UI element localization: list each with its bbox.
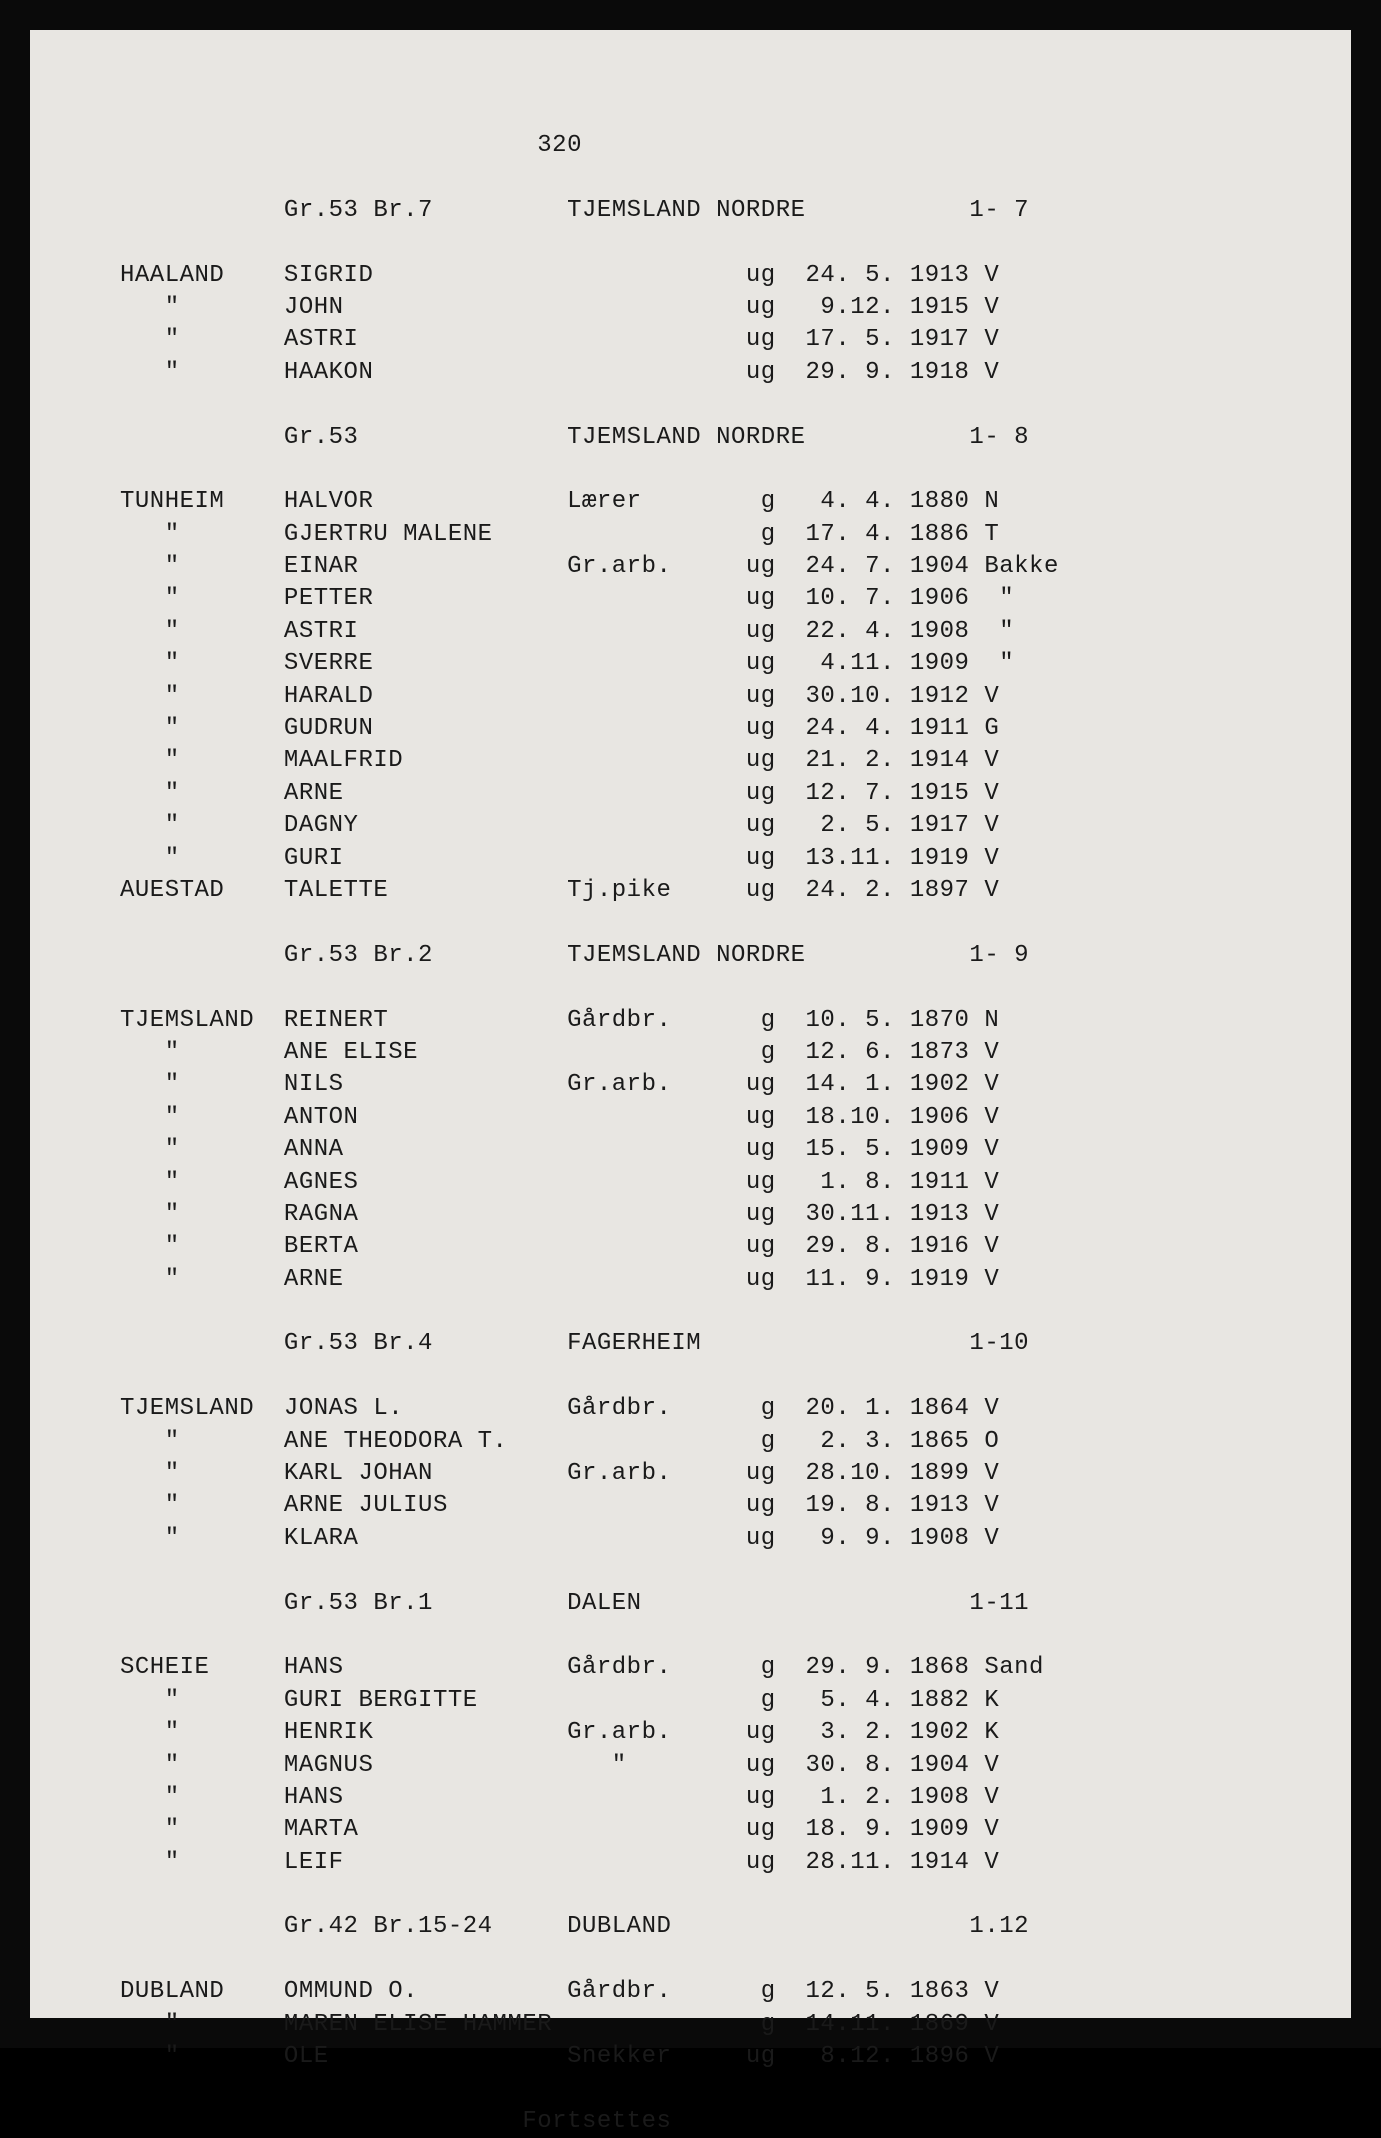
document-page: 320 Gr.53 Br.7 TJEMSLAND NORDRE 1- 7 HAA… — [0, 0, 1381, 2048]
text-line: " PETTER ug 10. 7. 1906 " — [120, 583, 1291, 615]
text-line: SCHEIE HANS Gårdbr. g 29. 9. 1868 Sand — [120, 1652, 1291, 1684]
text-line — [120, 1296, 1291, 1328]
text-line: DUBLAND OMMUND O. Gårdbr. g 12. 5. 1863 … — [120, 1976, 1291, 2008]
text-line: " SVERRE ug 4.11. 1909 " — [120, 648, 1291, 680]
text-line — [120, 1944, 1291, 1976]
text-line: Gr.42 Br.15-24 DUBLAND 1.12 — [120, 1911, 1291, 1943]
text-line: " MARTA ug 18. 9. 1909 V — [120, 1814, 1291, 1846]
text-line: " GURI BERGITTE g 5. 4. 1882 K — [120, 1685, 1291, 1717]
text-line — [120, 1620, 1291, 1652]
text-line: " HARALD ug 30.10. 1912 V — [120, 681, 1291, 713]
text-line — [120, 2073, 1291, 2105]
text-line: TUNHEIM HALVOR Lærer g 4. 4. 1880 N — [120, 486, 1291, 518]
text-line: " DAGNY ug 2. 5. 1917 V — [120, 810, 1291, 842]
text-line: " HAAKON ug 29. 9. 1918 V — [120, 357, 1291, 389]
text-line: Gr.53 TJEMSLAND NORDRE 1- 8 — [120, 422, 1291, 454]
text-line: " MAALFRID ug 21. 2. 1914 V — [120, 745, 1291, 777]
text-line: " JOHN ug 9.12. 1915 V — [120, 292, 1291, 324]
text-line: Gr.53 Br.7 TJEMSLAND NORDRE 1- 7 — [120, 195, 1291, 227]
text-line: " ARNE ug 12. 7. 1915 V — [120, 778, 1291, 810]
text-line: " ANE THEODORA T. g 2. 3. 1865 O — [120, 1426, 1291, 1458]
text-line: " ANNA ug 15. 5. 1909 V — [120, 1134, 1291, 1166]
text-line: 320 — [120, 130, 1291, 162]
text-line: " ANTON ug 18.10. 1906 V — [120, 1102, 1291, 1134]
text-line: " OLE Snekker ug 8.12. 1896 V — [120, 2041, 1291, 2073]
text-line: " AGNES ug 1. 8. 1911 V — [120, 1167, 1291, 1199]
text-line: TJEMSLAND JONAS L. Gårdbr. g 20. 1. 1864… — [120, 1393, 1291, 1425]
text-line: " RAGNA ug 30.11. 1913 V — [120, 1199, 1291, 1231]
text-line: TJEMSLAND REINERT Gårdbr. g 10. 5. 1870 … — [120, 1005, 1291, 1037]
text-line: " HENRIK Gr.arb. ug 3. 2. 1902 K — [120, 1717, 1291, 1749]
text-line: Fortsettes — [120, 2106, 1291, 2138]
text-line — [120, 227, 1291, 259]
text-line — [120, 389, 1291, 421]
text-line — [120, 162, 1291, 194]
text-line: HAALAND SIGRID ug 24. 5. 1913 V — [120, 260, 1291, 292]
text-line — [120, 972, 1291, 1004]
text-line — [120, 1879, 1291, 1911]
text-line: " HANS ug 1. 2. 1908 V — [120, 1782, 1291, 1814]
text-line: " ANE ELISE g 12. 6. 1873 V — [120, 1037, 1291, 1069]
text-line: AUESTAD TALETTE Tj.pike ug 24. 2. 1897 V — [120, 875, 1291, 907]
text-line: " GURI ug 13.11. 1919 V — [120, 843, 1291, 875]
text-line: " ASTRI ug 17. 5. 1917 V — [120, 324, 1291, 356]
text-line — [120, 454, 1291, 486]
text-line: " LEIF ug 28.11. 1914 V — [120, 1847, 1291, 1879]
text-line: " GJERTRU MALENE g 17. 4. 1886 T — [120, 519, 1291, 551]
text-line — [120, 1361, 1291, 1393]
text-line: " BERTA ug 29. 8. 1916 V — [120, 1231, 1291, 1263]
text-line: " GUDRUN ug 24. 4. 1911 G — [120, 713, 1291, 745]
text-line — [120, 1555, 1291, 1587]
text-line — [120, 907, 1291, 939]
text-line: " ARNE ug 11. 9. 1919 V — [120, 1264, 1291, 1296]
text-line: " KLARA ug 9. 9. 1908 V — [120, 1523, 1291, 1555]
text-line: " EINAR Gr.arb. ug 24. 7. 1904 Bakke — [120, 551, 1291, 583]
text-line: " ASTRI ug 22. 4. 1908 " — [120, 616, 1291, 648]
text-line: Gr.53 Br.1 DALEN 1-11 — [120, 1588, 1291, 1620]
text-line: Gr.53 Br.4 FAGERHEIM 1-10 — [120, 1328, 1291, 1360]
text-line: " KARL JOHAN Gr.arb. ug 28.10. 1899 V — [120, 1458, 1291, 1490]
document-content: 320 Gr.53 Br.7 TJEMSLAND NORDRE 1- 7 HAA… — [90, 80, 1291, 2138]
text-line: Gr.53 Br.2 TJEMSLAND NORDRE 1- 9 — [120, 940, 1291, 972]
text-line: " MAREN ELISE HAMMER g 14.11. 1869 V — [120, 2009, 1291, 2041]
text-line: " MAGNUS " ug 30. 8. 1904 V — [120, 1750, 1291, 1782]
text-line: " ARNE JULIUS ug 19. 8. 1913 V — [120, 1490, 1291, 1522]
text-line: " NILS Gr.arb. ug 14. 1. 1902 V — [120, 1069, 1291, 1101]
